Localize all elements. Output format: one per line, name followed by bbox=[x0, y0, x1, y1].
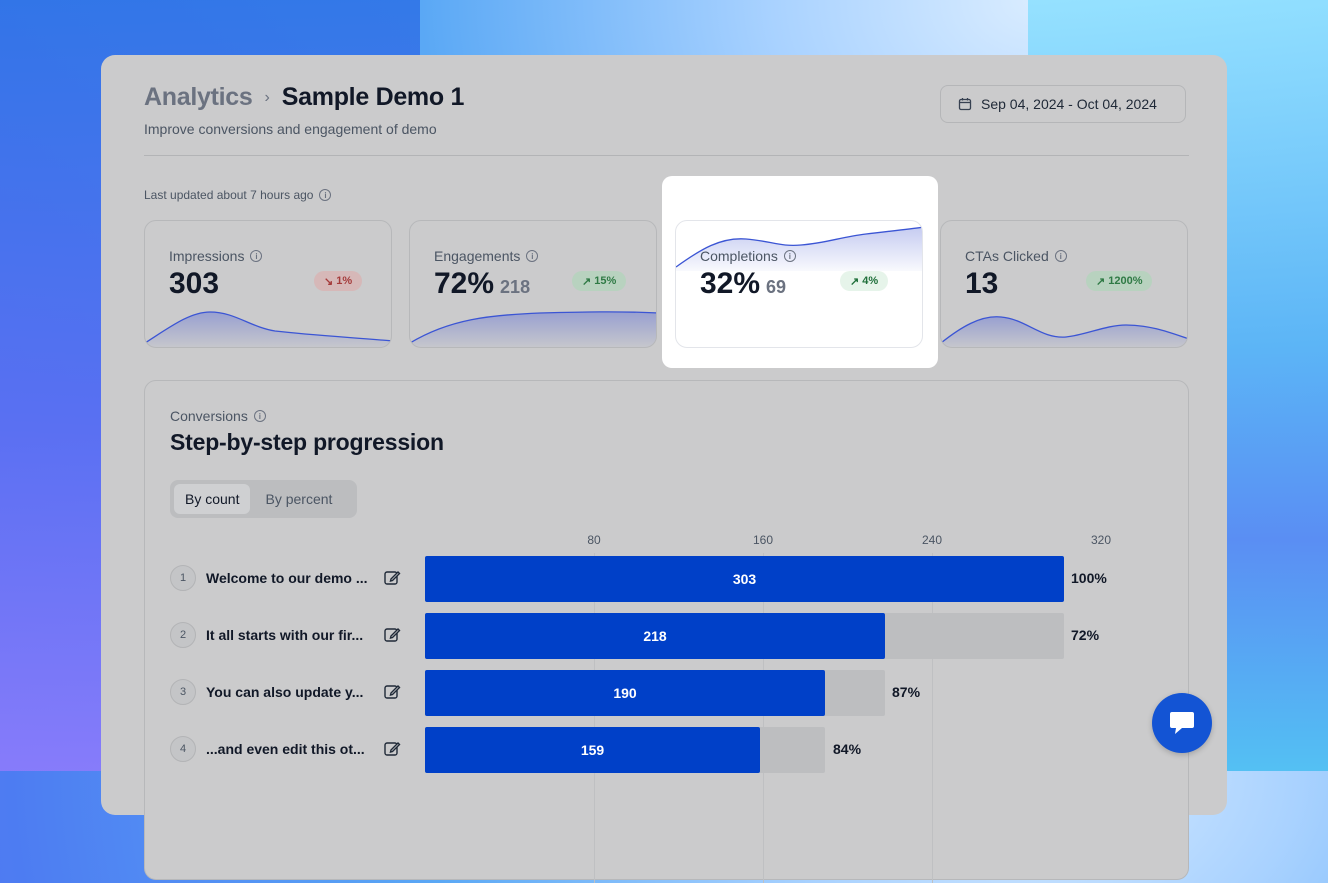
card-label: Engagements i bbox=[434, 248, 539, 264]
page-title: Sample Demo 1 bbox=[281, 83, 465, 111]
chat-icon bbox=[1170, 712, 1194, 734]
axis-tick: 160 bbox=[752, 533, 774, 547]
card-value: 32% 69 bbox=[700, 267, 786, 301]
card-impressions[interactable]: Impressions i 303 ↘ 1% bbox=[144, 220, 392, 348]
card-value-text: 303 bbox=[169, 267, 220, 300]
trend-badge: ↗ 15% bbox=[572, 271, 627, 291]
breadcrumb-analytics[interactable]: Analytics bbox=[144, 83, 253, 111]
gridline bbox=[594, 553, 595, 883]
step-percent: 72% bbox=[1071, 627, 1100, 643]
page-subtitle: Improve conversions and engagement of de… bbox=[144, 121, 437, 137]
card-value-text: 72% bbox=[434, 267, 495, 300]
axis-tick: 320 bbox=[1090, 533, 1112, 547]
last-updated-text: Last updated about 7 hours ago bbox=[144, 188, 314, 202]
step-name: It all starts with our fir... bbox=[206, 627, 364, 643]
step-bar: 190 bbox=[425, 670, 825, 716]
trend-badge: ↗ 1200% bbox=[1086, 271, 1153, 291]
bar-value: 159 bbox=[580, 742, 605, 758]
conversions-label-text: Conversions bbox=[170, 408, 248, 424]
step-percent: 84% bbox=[833, 741, 862, 757]
bar-value: 218 bbox=[643, 628, 667, 644]
date-range-picker[interactable]: Sep 04, 2024 - Oct 04, 2024 bbox=[940, 85, 1186, 123]
trend-badge: ↘ 1% bbox=[314, 271, 363, 291]
toggle-by-percent[interactable]: By percent bbox=[265, 491, 333, 507]
toggle-by-count[interactable]: By count bbox=[174, 484, 251, 514]
card-completions[interactable]: Completions i 32% 69 ↗ 4% bbox=[675, 220, 923, 348]
card-sub-value: 218 bbox=[500, 277, 531, 297]
card-value: 303 bbox=[169, 267, 219, 301]
step-bar: 303 bbox=[425, 556, 1064, 602]
sparkline bbox=[145, 311, 391, 347]
axis-tick: 240 bbox=[921, 533, 943, 547]
conversions-title: Step-by-step progression bbox=[170, 429, 444, 455]
last-updated: Last updated about 7 hours ago i bbox=[144, 188, 332, 202]
step-name: You can also update y... bbox=[206, 684, 364, 700]
edit-icon[interactable] bbox=[383, 683, 401, 701]
gridline bbox=[932, 553, 933, 883]
sparkline bbox=[410, 311, 656, 347]
card-value: 72% 218 bbox=[434, 267, 530, 301]
card-value-text: 32% bbox=[700, 267, 761, 300]
badge-text: 4% bbox=[862, 275, 879, 287]
header-divider bbox=[144, 155, 1189, 156]
trend-up-icon: ↗ bbox=[850, 275, 860, 288]
sparkline bbox=[941, 316, 1187, 347]
step-name: Welcome to our demo ... bbox=[206, 570, 368, 586]
info-icon[interactable]: i bbox=[1054, 250, 1067, 262]
step-bar: 159 bbox=[425, 727, 760, 773]
breadcrumb: Analytics › Sample Demo 1 bbox=[144, 83, 464, 112]
info-icon[interactable]: i bbox=[250, 250, 263, 262]
step-bar: 218 bbox=[425, 613, 885, 659]
step-number: 3 bbox=[170, 679, 196, 705]
card-label-text: Completions bbox=[700, 248, 778, 264]
view-toggle: By count By percent bbox=[170, 480, 357, 518]
badge-text: 1% bbox=[336, 275, 353, 287]
step-percent: 87% bbox=[892, 684, 921, 700]
bar-value: 303 bbox=[732, 571, 757, 587]
card-label: CTAs Clicked i bbox=[965, 248, 1067, 264]
page-header: Analytics › Sample Demo 1 Improve conver… bbox=[144, 83, 464, 137]
conversions-label: Conversions i bbox=[170, 408, 266, 424]
card-sub-value: 69 bbox=[766, 277, 787, 297]
card-label-text: CTAs Clicked bbox=[965, 248, 1049, 264]
trend-up-icon: ↗ bbox=[1096, 275, 1106, 288]
analytics-panel: Analytics › Sample Demo 1 Improve conver… bbox=[101, 55, 1227, 883]
step-number: 1 bbox=[170, 565, 196, 591]
badge-text: 15% bbox=[594, 275, 617, 287]
calendar-icon bbox=[958, 98, 972, 111]
card-engagements[interactable]: Engagements i 72% 218 ↗ 15% bbox=[409, 220, 657, 348]
card-label: Impressions i bbox=[169, 248, 263, 264]
edit-icon[interactable] bbox=[383, 740, 401, 758]
conversions-section: Conversions i Step-by-step progression B… bbox=[144, 380, 1189, 883]
info-icon[interactable]: i bbox=[319, 189, 332, 201]
trend-down-icon: ↘ bbox=[324, 275, 334, 288]
card-label: Completions i bbox=[700, 248, 796, 264]
step-name: ...and even edit this ot... bbox=[206, 741, 365, 757]
date-range-label: Sep 04, 2024 - Oct 04, 2024 bbox=[981, 96, 1157, 112]
badge-text: 1200% bbox=[1108, 275, 1143, 287]
step-percent: 100% bbox=[1071, 570, 1107, 586]
edit-icon[interactable] bbox=[383, 626, 401, 644]
chat-button[interactable] bbox=[1152, 693, 1212, 753]
info-icon[interactable]: i bbox=[253, 410, 266, 422]
info-icon[interactable]: i bbox=[783, 250, 796, 262]
info-icon[interactable]: i bbox=[526, 250, 539, 262]
step-number: 2 bbox=[170, 622, 196, 648]
edit-icon[interactable] bbox=[383, 569, 401, 587]
chevron-right-icon: › bbox=[264, 88, 270, 106]
trend-badge: ↗ 4% bbox=[840, 271, 889, 291]
step-number: 4 bbox=[170, 736, 196, 762]
sparkline bbox=[676, 226, 922, 271]
card-value-text: 13 bbox=[965, 267, 999, 300]
card-ctas-clicked[interactable]: CTAs Clicked i 13 ↗ 1200% bbox=[940, 220, 1188, 348]
bar-value: 190 bbox=[613, 685, 637, 701]
trend-up-icon: ↗ bbox=[582, 275, 592, 288]
card-label-text: Impressions bbox=[169, 248, 245, 264]
card-label-text: Engagements bbox=[434, 248, 521, 264]
gridline bbox=[763, 553, 764, 883]
axis-tick: 80 bbox=[587, 533, 601, 547]
card-value: 13 bbox=[965, 267, 998, 301]
